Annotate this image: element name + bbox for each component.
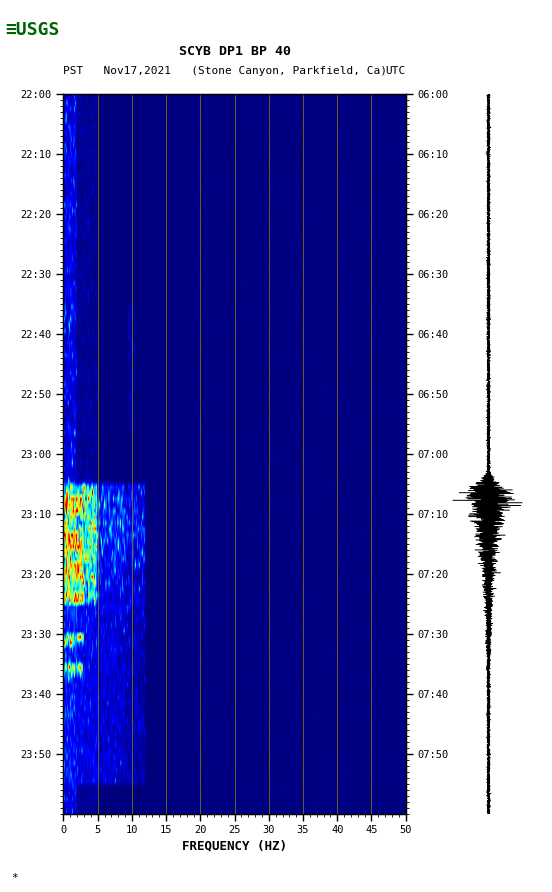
Text: UTC: UTC (385, 66, 406, 77)
Text: *: * (11, 873, 18, 883)
X-axis label: FREQUENCY (HZ): FREQUENCY (HZ) (182, 839, 287, 853)
Text: PST   Nov17,2021   (Stone Canyon, Parkfield, Ca): PST Nov17,2021 (Stone Canyon, Parkfield,… (63, 66, 388, 77)
Text: ≡USGS: ≡USGS (6, 21, 60, 38)
Text: SCYB DP1 BP 40: SCYB DP1 BP 40 (179, 45, 290, 58)
